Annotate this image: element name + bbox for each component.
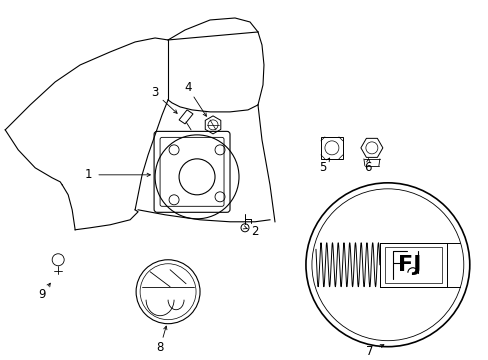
Text: 1: 1: [84, 168, 92, 181]
Text: 4: 4: [184, 81, 191, 94]
Text: 2: 2: [251, 225, 258, 238]
Bar: [379, 243, 446, 287]
Text: 7: 7: [366, 345, 373, 358]
Text: 9: 9: [39, 288, 46, 301]
Text: 3: 3: [151, 86, 159, 99]
Text: 6: 6: [364, 161, 371, 174]
Bar: [384, 247, 441, 283]
Text: FJ: FJ: [397, 255, 421, 275]
Bar: [320, 137, 342, 159]
Text: 8: 8: [156, 341, 163, 354]
Text: 5: 5: [319, 161, 326, 174]
